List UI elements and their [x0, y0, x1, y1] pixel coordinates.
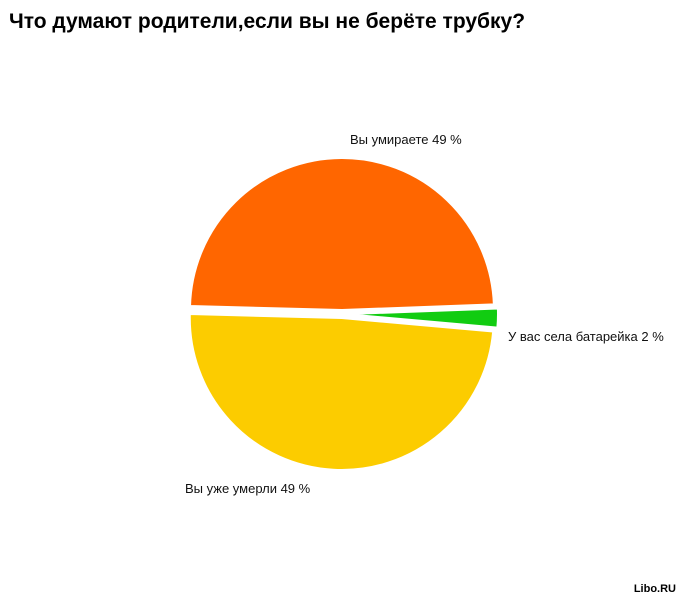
slice-label-3: Вы уже умерли 49 %	[185, 481, 311, 496]
pie-slice-1	[189, 156, 495, 312]
slice-label-2: У вас села батарейка 2 %	[508, 329, 664, 344]
pie-slice-2	[345, 307, 499, 329]
pie-slice-3	[188, 312, 495, 471]
slice-labels: Вы умираете 49 % У вас села батарейка 2 %…	[185, 132, 664, 496]
pie-slices	[188, 156, 499, 471]
chart-title: Что думают родители,если вы не берёте тр…	[9, 10, 526, 33]
watermark-logo: Libo.RU	[633, 583, 676, 595]
slice-label-1: Вы умираете 49 %	[350, 132, 462, 147]
